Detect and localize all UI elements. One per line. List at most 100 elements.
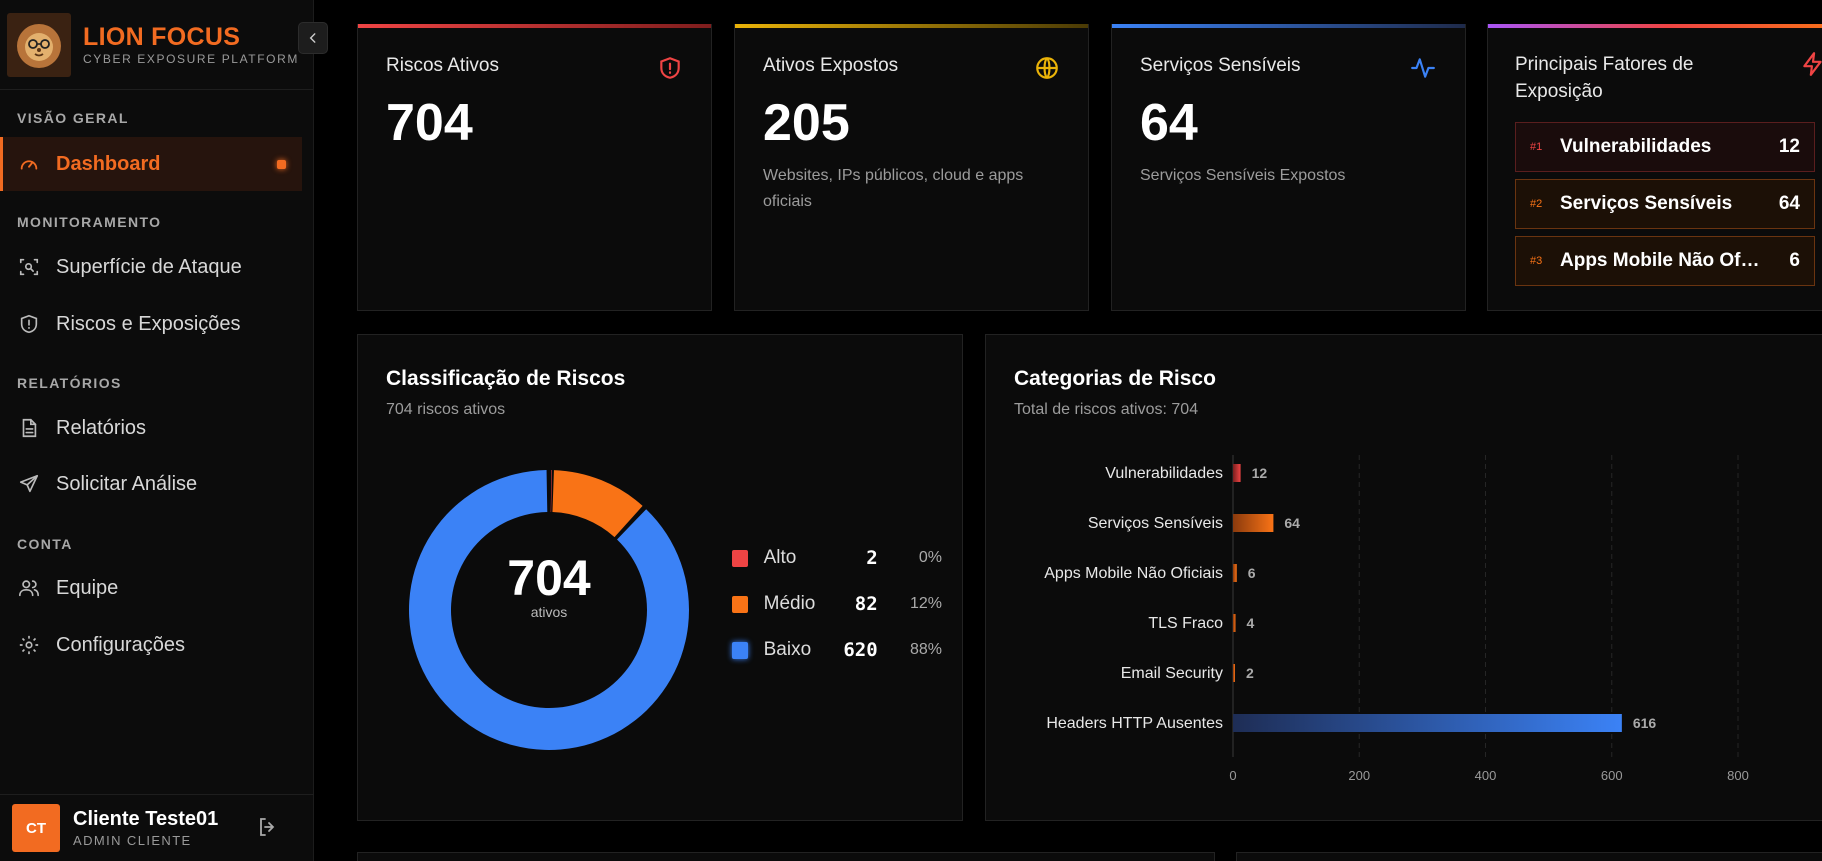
sidebar-item-dashboard[interactable]: Dashboard: [0, 137, 302, 191]
card-value: 64: [1140, 94, 1198, 152]
risk-categories-bar-chart: 0 200 400 600 800 Vulnerabilidades 12 Serviços …: [1044, 455, 1749, 783]
legend-swatch: [732, 549, 748, 567]
y-category-label: Apps Mobile Não Oficiais: [1044, 565, 1223, 582]
bar-value-label: 64: [1284, 515, 1300, 531]
sidebar-item-label: Solicitar Análise: [56, 472, 198, 495]
factor-value: 64: [1778, 193, 1800, 214]
factor-rank: #1: [1530, 141, 1543, 153]
bar[interactable]: [1233, 464, 1241, 482]
sidebar-item-team[interactable]: Equipe: [0, 561, 302, 615]
panel-title: Categorias de Risco: [1014, 367, 1216, 390]
sidebar: LION FOCUS CYBER EXPOSURE PLATFORM VISÃO…: [0, 0, 314, 861]
activity-icon: [1409, 55, 1437, 86]
collapse-sidebar-button[interactable]: [298, 22, 328, 54]
section-monitoring: MONITORAMENTO: [17, 214, 162, 230]
legend-name: Baixo: [763, 639, 812, 660]
send-icon: [17, 472, 41, 496]
slice-baixo[interactable]: [409, 470, 689, 750]
y-category-label: Email Security: [1121, 665, 1223, 682]
section-account: CONTA: [17, 536, 73, 552]
factor-item[interactable]: #2 Serviços Sensíveis 64: [1515, 179, 1815, 229]
legend-value: 620: [843, 639, 878, 661]
bar[interactable]: [1233, 664, 1235, 682]
legend-pct: 0%: [918, 549, 942, 566]
scan-icon: [17, 255, 41, 279]
sidebar-item-label: Riscos e Exposições: [56, 312, 241, 335]
card-accent-bar: [1112, 24, 1465, 28]
factor-rank: #3: [1530, 255, 1543, 267]
users-icon: [17, 576, 41, 600]
shield-alert-icon: [657, 55, 683, 86]
legend-pct: 88%: [909, 641, 942, 658]
bar-value-label: 616: [1633, 715, 1657, 731]
factor-item[interactable]: #1 Vulnerabilidades 12: [1515, 122, 1815, 172]
bar[interactable]: [1233, 564, 1237, 582]
sidebar-item-label: Dashboard: [56, 152, 161, 175]
legend-item-alto: Alto 2 0%: [732, 543, 942, 573]
legend-value: 2: [866, 547, 878, 569]
donut-label: ativos: [530, 604, 568, 620]
active-indicator: [277, 160, 286, 169]
y-category-label: Headers HTTP Ausentes: [1046, 715, 1223, 732]
panel-title: Classificação de Riscos: [386, 367, 626, 390]
globe-icon: [1034, 55, 1060, 86]
lion-logo-icon[interactable]: [7, 12, 71, 77]
panel-subtitle: Total de riscos ativos: 704: [1014, 401, 1199, 418]
risk-categories-panel: Categorias de Risco Total de riscos ativ…: [985, 334, 1822, 821]
card-title: Serviços Sensíveis: [1140, 55, 1301, 76]
legend-value: 82: [854, 593, 878, 615]
sidebar-item-label: Superfície de Ataque: [56, 255, 242, 278]
avatar[interactable]: CT: [12, 804, 60, 852]
card-value: 704: [386, 94, 473, 152]
factor-name: Serviços Sensíveis: [1560, 193, 1733, 214]
card-accent-bar: [735, 24, 1088, 28]
user-role: ADMIN CLIENTE: [73, 833, 192, 848]
section-overview: VISÃO GERAL: [17, 110, 129, 126]
sidebar-item-risks[interactable]: Riscos e Exposições: [0, 297, 302, 351]
logout-icon[interactable]: [256, 815, 280, 844]
brand-name: LION FOCUS: [83, 23, 241, 51]
sidebar-item-label: Relatórios: [56, 416, 147, 439]
card-title: Riscos Ativos: [386, 55, 499, 76]
y-category-label: Serviços Sensíveis: [1088, 515, 1223, 532]
factor-name: Apps Mobile Não Oficiais: [1560, 250, 1760, 271]
bar-value-label: 4: [1247, 615, 1255, 631]
x-tick-label: 0: [1229, 768, 1236, 783]
brand-tagline: CYBER EXPOSURE PLATFORM: [83, 52, 299, 66]
legend-name: Alto: [763, 547, 797, 568]
gear-icon: [17, 633, 41, 657]
sidebar-item-settings[interactable]: Configurações: [0, 618, 302, 672]
legend-swatch: [732, 595, 748, 613]
bar[interactable]: [1233, 514, 1274, 532]
factor-name: Vulnerabilidades: [1560, 136, 1712, 157]
bar[interactable]: [1233, 714, 1622, 732]
factor-item[interactable]: #3 Apps Mobile Não Oficiais 6: [1515, 236, 1815, 286]
exposure-factors-card: Principais Fatores de Exposição #1 Vulne…: [1487, 24, 1822, 311]
bar-value-label: 2: [1246, 665, 1254, 681]
card-accent-bar: [1488, 24, 1822, 28]
x-tick-label: 800: [1727, 768, 1749, 783]
factor-value: 12: [1778, 136, 1800, 157]
sidebar-item-request-analysis[interactable]: Solicitar Análise: [0, 457, 302, 511]
sidebar-item-label: Equipe: [56, 576, 119, 599]
panel-subtitle: 704 riscos ativos: [386, 401, 506, 418]
shield-icon: [17, 312, 41, 336]
legend-pct: 12%: [909, 595, 942, 612]
legend-item-baixo: Baixo 620 88%: [732, 635, 942, 665]
legend-swatch: [732, 641, 748, 659]
section-reports: RELATÓRIOS: [17, 375, 122, 391]
slice-medio[interactable]: [552, 470, 643, 538]
risk-donut-chart: [409, 470, 689, 750]
x-tick-label: 600: [1601, 768, 1623, 783]
chevron-left-icon: [309, 33, 316, 43]
factor-value: 6: [1789, 250, 1800, 271]
donut-total: 704: [507, 550, 591, 606]
risks-card: Riscos Ativos 704: [357, 24, 712, 311]
services-card: Serviços Sensíveis 64 Serviços Sensíveis…: [1111, 24, 1466, 311]
sidebar-item-reports[interactable]: Relatórios: [0, 401, 302, 455]
card-description: Websites, IPs públicos, cloud e apps ofi…: [763, 167, 1024, 210]
bar[interactable]: [1233, 614, 1236, 632]
sidebar-item-attack-surface[interactable]: Superfície de Ataque: [0, 240, 302, 294]
document-icon: [17, 416, 41, 440]
slice-alto[interactable]: [550, 470, 553, 513]
